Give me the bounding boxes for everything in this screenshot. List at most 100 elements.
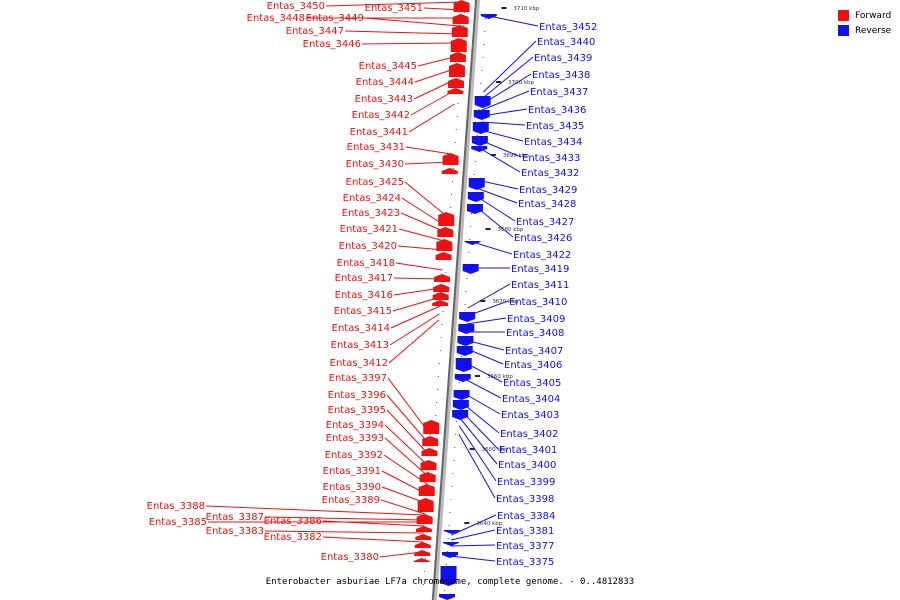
legend-reverse-swatch <box>838 25 849 36</box>
legend-reverse: Reverse <box>838 23 891 38</box>
forward-gene-label: Entas_3394 <box>326 420 384 431</box>
reverse-gene-label: Entas_3403 <box>501 410 559 421</box>
reverse-gene-arrow <box>455 358 472 372</box>
forward-gene-label: Entas_3420 <box>339 241 397 252</box>
reverse-gene-label: Entas_3438 <box>532 70 590 81</box>
backbone-dot <box>438 363 440 364</box>
forward-leader-line <box>397 245 445 251</box>
backbone-dot <box>478 109 480 110</box>
forward-gene-label: Entas_3443 <box>355 94 413 105</box>
forward-gene-label: Entas_3447 <box>286 26 344 37</box>
backbone-dot <box>440 337 442 338</box>
reverse-leader-line <box>451 514 497 536</box>
reverse-gene-label: Entas_3401 <box>499 445 557 456</box>
reverse-gene-label: Entas_3440 <box>537 37 595 48</box>
legend: Forward Reverse <box>838 8 891 38</box>
reverse-gene-label: Entas_3428 <box>518 199 576 210</box>
backbone-dot <box>439 350 441 351</box>
reverse-leader-line <box>482 56 534 99</box>
reverse-gene-label: Entas_3408 <box>506 328 564 339</box>
forward-gene-arrow <box>414 550 431 556</box>
backbone-dot <box>455 434 457 435</box>
reverse-leader-line <box>462 377 502 399</box>
forward-gene-label: Entas_3417 <box>335 273 393 284</box>
forward-gene-label: Entas_3430 <box>346 159 404 170</box>
backbone-dot <box>464 304 466 305</box>
forward-gene-label: Entas_3391 <box>323 466 381 477</box>
forward-gene-arrow <box>437 227 454 237</box>
forward-gene-label: Entas_3431 <box>347 142 405 153</box>
backbone-dot <box>456 116 458 117</box>
scale-tick <box>485 228 491 230</box>
backbone-dot <box>458 382 460 383</box>
backbone-dot <box>484 31 486 32</box>
reverse-gene-arrow <box>454 374 471 382</box>
forward-gene-label: Entas_3451 <box>365 3 423 14</box>
forward-gene-label: Entas_3382 <box>264 532 322 543</box>
legend-reverse-label: Reverse <box>855 25 892 36</box>
forward-gene-label: Entas_3393 <box>326 433 384 444</box>
forward-gene-label: Entas_3442 <box>352 110 410 121</box>
reverse-gene-label: Entas_3399 <box>497 477 555 488</box>
backbone-dot <box>437 376 439 377</box>
backbone-dot <box>451 486 453 487</box>
reverse-gene-arrow <box>474 96 491 108</box>
backbone-dot <box>445 272 447 273</box>
backbone-dot <box>464 12 466 13</box>
forward-gene-label: Entas_3395 <box>328 405 386 416</box>
reverse-leader-line <box>483 40 537 93</box>
reverse-gene-arrow <box>471 146 488 152</box>
forward-gene-arrow <box>433 274 450 282</box>
scale-tick-label: 3710 kbp <box>513 6 539 12</box>
forward-gene-arrow <box>416 514 433 524</box>
forward-gene-arrow <box>441 168 458 174</box>
forward-gene-arrow <box>452 14 469 24</box>
forward-leader-line <box>392 296 441 312</box>
forward-gene-label: Entas_3397 <box>329 373 387 384</box>
backbone-dot <box>457 103 459 104</box>
reverse-gene-label: Entas_3422 <box>513 250 571 261</box>
forward-gene-label: Entas_3416 <box>335 290 393 301</box>
backbone-dot <box>445 564 447 565</box>
backbone-dot <box>463 25 465 26</box>
scale-tick-label: 3680 kbp <box>498 227 524 233</box>
forward-gene-arrow <box>415 526 432 532</box>
reverse-gene-arrow <box>442 542 459 546</box>
forward-gene-arrow <box>436 239 453 251</box>
reverse-gene-label: Entas_3434 <box>524 137 582 148</box>
reverse-leader-line <box>466 317 507 325</box>
forward-gene-label: Entas_3424 <box>343 193 401 204</box>
forward-gene-label: Entas_3445 <box>359 61 417 72</box>
forward-leader-line <box>398 228 445 242</box>
forward-leader-line <box>404 181 447 217</box>
backbone-dot <box>453 460 455 461</box>
backbone-dot <box>451 194 453 195</box>
reverse-gene-label: Entas_3409 <box>507 314 565 325</box>
backbone-dot <box>483 44 485 45</box>
scale-tick-label: 3640 kbp <box>476 521 502 527</box>
forward-leader-line <box>344 30 460 35</box>
forward-gene-arrow <box>415 534 432 540</box>
forward-gene-arrow <box>432 292 449 300</box>
forward-gene-arrow <box>419 472 436 482</box>
forward-leader-line <box>405 146 451 155</box>
forward-leader-line <box>393 277 442 280</box>
reverse-leader-line <box>449 555 496 562</box>
scale-tick <box>501 7 507 9</box>
reverse-gene-label: Entas_3405 <box>503 378 561 389</box>
reverse-gene-arrow <box>459 312 476 322</box>
map-caption: Enterobacter asburiae LF7a chromosome, c… <box>265 577 635 587</box>
backbone-dot <box>448 525 450 526</box>
forward-leader-line <box>386 394 431 446</box>
legend-forward-swatch <box>838 10 849 21</box>
forward-gene-label: Entas_3446 <box>303 39 361 50</box>
reverse-leader-line <box>451 529 496 541</box>
reverse-gene-arrow <box>467 192 484 202</box>
backbone-dot <box>468 252 470 253</box>
forward-gene-label: Entas_3386 <box>264 516 322 527</box>
backbone-dot <box>462 38 464 39</box>
backbone-dot <box>452 473 454 474</box>
forward-gene-label: Entas_3392 <box>325 450 383 461</box>
forward-gene-label: Entas_3450 <box>267 1 325 12</box>
